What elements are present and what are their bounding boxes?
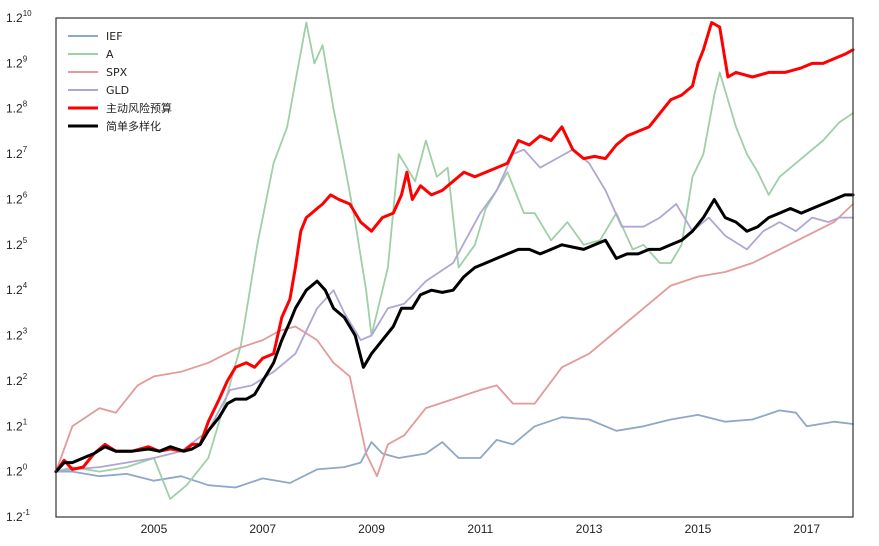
y-tick-label: 1.25: [6, 236, 28, 252]
y-tick-label: 1.23: [6, 327, 28, 343]
y-tick-exponent: 2: [23, 372, 28, 381]
y-tick-base: 1.2: [6, 102, 23, 116]
legend-label: GLD: [106, 84, 129, 97]
legend-label: 简单多样化: [106, 119, 161, 133]
y-tick-label: 1.22: [6, 372, 28, 388]
x-tick-label: 2009: [358, 522, 385, 536]
y-tick-exponent: 4: [23, 281, 28, 290]
series-layer: [54, 21, 855, 500]
x-tick-label: 2017: [793, 522, 820, 536]
y-tick-label: 1.27: [6, 145, 28, 161]
y-tick-exponent: 6: [23, 190, 28, 199]
y-tick-base: 1.2: [6, 238, 23, 252]
x-tick-label: 2015: [685, 522, 712, 536]
series-line-4: [54, 21, 855, 474]
series-line-0: [55, 409, 854, 489]
y-tick-exponent: 0: [23, 463, 28, 472]
legend-label: 主动风险预算: [106, 101, 172, 115]
y-tick-exponent: 7: [23, 145, 28, 154]
y-tick-base: 1.2: [6, 56, 23, 70]
y-tick-base: 1.2: [6, 419, 23, 433]
y-tick-exponent: 10: [23, 9, 32, 18]
x-tick-label: 2005: [141, 522, 168, 536]
series-line-3: [55, 148, 854, 473]
y-tick-base: 1.2: [6, 510, 23, 524]
y-tick-label: 1.210: [6, 9, 32, 25]
x-tick-label: 2013: [576, 522, 603, 536]
y-tick-exponent: 1: [23, 417, 28, 426]
y-tick-label: 1.24: [6, 281, 28, 297]
y-tick-base: 1.2: [6, 374, 23, 388]
y-tick-label: 1.20: [6, 463, 28, 479]
y-axis: 1.2-11.201.211.221.231.241.251.261.271.2…: [6, 9, 32, 524]
y-tick-base: 1.2: [6, 329, 23, 343]
series-line-5: [54, 193, 855, 474]
legend-label: IEF: [106, 30, 123, 43]
y-tick-exponent: 8: [23, 100, 28, 109]
plot-frame: [55, 17, 854, 518]
series-line-1: [55, 21, 854, 500]
y-tick-base: 1.2: [6, 465, 23, 479]
y-tick-base: 1.2: [6, 192, 23, 206]
legend-label: SPX: [106, 66, 128, 79]
y-tick-exponent: -1: [23, 508, 31, 517]
x-tick-label: 2007: [249, 522, 276, 536]
x-tick-label: 2011: [467, 522, 493, 536]
y-tick-base: 1.2: [6, 283, 23, 297]
legend-label: A: [106, 48, 114, 61]
y-tick-label: 1.29: [6, 54, 28, 70]
series-line-2: [55, 203, 854, 478]
y-tick-label: 1.2-1: [6, 508, 30, 524]
y-tick-label: 1.21: [6, 417, 28, 433]
x-axis: 2005 2007 2009 2011 2013 2015 2017: [141, 522, 821, 536]
y-tick-exponent: 5: [23, 236, 28, 245]
y-tick-exponent: 3: [23, 327, 28, 336]
y-tick-exponent: 9: [23, 54, 28, 63]
y-tick-base: 1.2: [6, 147, 23, 161]
y-tick-label: 1.28: [6, 100, 28, 116]
y-tick-label: 1.26: [6, 190, 28, 206]
y-tick-base: 1.2: [6, 11, 23, 25]
